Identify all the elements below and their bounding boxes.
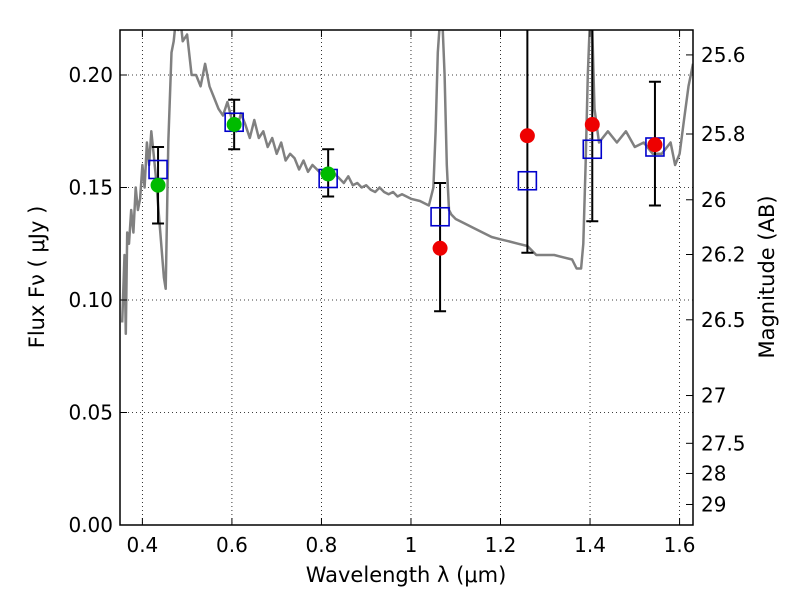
grid-lines [120,30,693,526]
right-tick-label: 29 [701,492,726,516]
right-tick-label: 26 [701,188,726,212]
right-tick-label: 25.6 [701,43,746,67]
y-axis-label: Flux Fν ( μJy ) [25,206,49,349]
observed-point-green [226,117,242,132]
observed-point-red [432,240,448,256]
y-tick-label: 0.20 [68,63,113,87]
x-tick-label: 1.2 [485,533,517,557]
right-tick-label: 25.8 [701,122,746,146]
right-tick-label: 28 [701,461,726,485]
observed-point-red [647,137,663,153]
right-tick-label: 27 [701,384,726,408]
observed-point-green [150,177,166,193]
observed-point-red [584,117,600,132]
model-square [582,139,603,160]
sed-model-curve [120,30,693,336]
x-tick-label: 0.4 [126,533,158,557]
right-tick-label: 26.2 [701,242,746,266]
x-tick-label: 1.6 [664,533,696,557]
right-tick-label: 27.5 [701,431,746,455]
x-tick-label: 1.4 [574,533,606,557]
model-square [517,170,538,191]
y-tick-label: 0.00 [68,513,113,537]
y-tick-label: 0.15 [68,176,113,200]
ticks: 0.4 0.6 0.8 1 1.2 1.4 1.6 0.00 0.05 0.10 0.15 0.20 2… [68,30,746,557]
y-tick-label: 0.05 [68,401,113,425]
x-tick-label: 0.6 [216,533,248,557]
x-tick-label: 0.8 [306,533,338,557]
y-tick-label: 0.10 [68,288,113,312]
plot-frame [119,29,694,526]
right-axis-label: Magnitude (AB) [755,195,779,358]
observed-point-red [519,128,535,144]
plot-area [120,30,693,336]
x-axis-label: Wavelength λ (μm) [306,563,507,587]
model-square [430,206,450,227]
right-tick-label: 26.5 [701,308,746,332]
observed-point-green [320,166,336,182]
x-tick-label: 1 [405,533,418,557]
